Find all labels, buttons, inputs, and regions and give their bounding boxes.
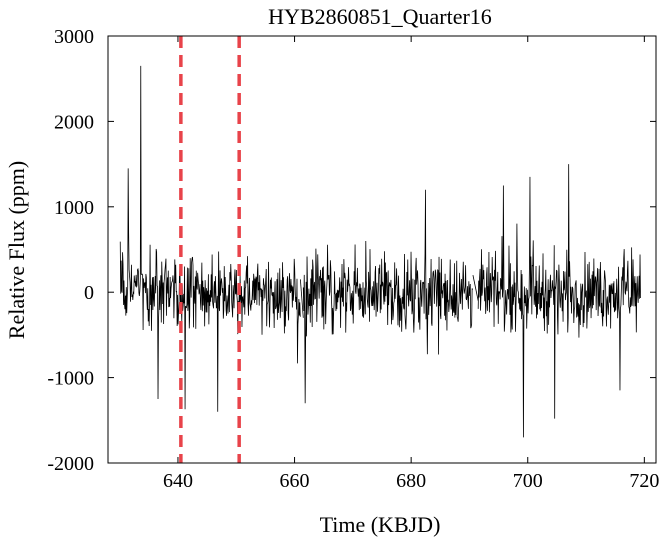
flux-gap-connector [472,275,479,301]
y-tick-label: -2000 [47,453,94,475]
x-tick-label: 680 [396,470,426,492]
y-axis-label: Relative Flux (ppm) [4,161,29,339]
y-tick-label: 1000 [54,197,94,219]
flux-segment-2 [302,189,473,404]
chart-title: HYB2860851_Quarter16 [268,4,492,29]
plot-area [119,36,641,463]
x-tick-label: 700 [513,470,543,492]
vertical-markers [179,36,241,463]
flux-segment-1 [119,65,301,412]
flux-segment-3 [477,164,641,438]
x-tick-label: 640 [163,470,193,492]
x-axis-ticks: 640 660 680 700 720 [163,36,659,492]
flux-gap-connector [299,279,304,318]
y-tick-label: 2000 [54,111,94,133]
axes-box [107,35,657,464]
y-tick-label: 0 [84,282,94,304]
x-axis-label: Time (KBJD) [320,512,441,537]
y-tick-label: 3000 [54,26,94,48]
flux-series [119,65,641,438]
y-tick-label: -1000 [47,368,94,390]
x-tick-label: 660 [280,470,310,492]
y-axis-ticks: 3000 2000 1000 0 -1000 -2000 [47,26,656,475]
x-tick-label: 720 [629,470,659,492]
